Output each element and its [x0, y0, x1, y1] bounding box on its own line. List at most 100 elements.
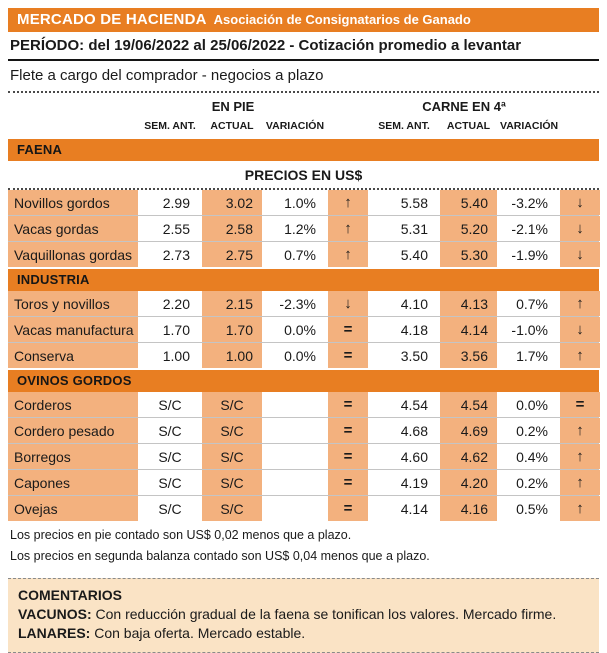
col-header-sem-ant-carne: SEM. ANT.: [378, 120, 430, 132]
footnote-contado-pie: Los precios en pie contado son US$ 0,02 …: [10, 528, 352, 542]
carne-actual-value: 3.56: [440, 343, 497, 368]
footnotes: Los precios en pie contado son US$ 0,02 …: [8, 521, 599, 572]
pie-variacion-value: -2.3%: [265, 291, 325, 316]
carne-variacion-value: -1.9%: [500, 242, 557, 267]
table-row: Borregos S/C S/C = 4.60 4.62 0.4% ↑: [8, 443, 600, 469]
pie-sem-ant-value: S/C: [141, 392, 199, 417]
period-line: PERÍODO: del 19/06/2022 al 25/06/2022 - …: [8, 32, 599, 61]
pie-sem-ant-value: 1.00: [141, 343, 199, 368]
trend-down-icon: ↓: [560, 216, 600, 241]
pie-actual-value: 3.02: [202, 190, 262, 215]
trend-up-icon: ↑: [560, 291, 600, 316]
comment-label: LANARES:: [18, 625, 91, 641]
carne-sem-ant-value: 3.50: [371, 343, 437, 368]
pie-sem-ant-value: S/C: [141, 470, 199, 495]
page-subtitle: Asociación de Consignatarios de Ganado: [213, 12, 471, 27]
pie-variacion-value: 1.2%: [265, 216, 325, 241]
section-bar-industria: INDUSTRIA: [8, 269, 599, 291]
table-row: Vacas manufactura 1.70 1.70 0.0% = 4.18 …: [8, 316, 600, 342]
trend-equal-icon: =: [328, 496, 368, 521]
group-header-row: EN PIE CARNE EN 4ª: [8, 93, 599, 115]
pie-variacion-value: 1.0%: [265, 190, 325, 215]
pie-sem-ant-value: 2.99: [141, 190, 199, 215]
pie-variacion-value: [265, 444, 325, 469]
trend-equal-icon: =: [328, 343, 368, 368]
col-header-sem-ant-pie: SEM. ANT.: [144, 120, 196, 132]
carne-sem-ant-value: 4.14: [371, 496, 437, 521]
comment-vacunos: VACUNOS: Con reducción gradual de la fae…: [18, 605, 589, 624]
carne-sem-ant-value: 5.40: [371, 242, 437, 267]
footnote-segunda-balanza: Los precios en segunda balanza contado s…: [10, 549, 430, 563]
row-label: Cordero pesado: [8, 418, 138, 443]
freight-line: Flete a cargo del comprador - negocios a…: [10, 67, 324, 84]
row-label: Vacas manufactura: [8, 317, 138, 342]
pie-sem-ant-value: 2.73: [141, 242, 199, 267]
carne-variacion-value: 0.0%: [500, 392, 557, 417]
col-header-actual-pie: ACTUAL: [210, 120, 254, 132]
trend-down-icon: ↓: [560, 190, 600, 215]
pie-sem-ant-value: S/C: [141, 418, 199, 443]
trend-up-icon: ↑: [560, 496, 600, 521]
row-label: Vacas gordas: [8, 216, 138, 241]
carne-actual-value: 4.54: [440, 392, 497, 417]
carne-actual-value: 4.62: [440, 444, 497, 469]
carne-sem-ant-value: 5.58: [371, 190, 437, 215]
trend-down-icon: ↓: [560, 242, 600, 267]
section-ovinos-rows: Corderos S/C S/C = 4.54 4.54 0.0% = Cord…: [8, 392, 600, 521]
pie-variacion-value: [265, 496, 325, 521]
col-header-variacion-pie: VARIACIÓN: [265, 120, 325, 132]
row-label: Conserva: [8, 343, 138, 368]
row-label: Corderos: [8, 392, 138, 417]
pie-variacion-value: [265, 470, 325, 495]
carne-variacion-value: 0.7%: [500, 291, 557, 316]
table-row: Corderos S/C S/C = 4.54 4.54 0.0% =: [8, 392, 600, 417]
section-bar-ovinos: OVINOS GORDOS: [8, 370, 599, 392]
trend-equal-icon: =: [328, 392, 368, 417]
carne-sem-ant-value: 4.60: [371, 444, 437, 469]
trend-down-icon: ↓: [560, 317, 600, 342]
prices-currency-note: PRECIOS EN US$: [8, 161, 599, 190]
trend-up-icon: ↑: [328, 242, 368, 267]
column-header-row: SEM. ANT. ACTUAL VARIACIÓN SEM. ANT. ACT…: [8, 115, 599, 137]
table-row: Vaquillonas gordas 2.73 2.75 0.7% ↑ 5.40…: [8, 241, 600, 267]
row-label: Vaquillonas gordas: [8, 242, 138, 267]
carne-variacion-value: 0.2%: [500, 418, 557, 443]
row-label: Novillos gordos: [8, 190, 138, 215]
pie-variacion-value: 0.0%: [265, 317, 325, 342]
carne-variacion-value: -3.2%: [500, 190, 557, 215]
pie-sem-ant-value: S/C: [141, 496, 199, 521]
carne-actual-value: 5.30: [440, 242, 497, 267]
comment-text: Con baja oferta. Mercado estable.: [94, 625, 306, 641]
table-row: Ovejas S/C S/C = 4.14 4.16 0.5% ↑: [8, 495, 600, 521]
carne-variacion-value: 1.7%: [500, 343, 557, 368]
trend-equal-icon: =: [328, 317, 368, 342]
page-title: MERCADO DE HACIENDA: [17, 11, 207, 28]
carne-variacion-value: 0.5%: [500, 496, 557, 521]
pie-actual-value: 2.58: [202, 216, 262, 241]
group-header-carne: CARNE EN 4ª: [422, 99, 506, 114]
pie-actual-value: S/C: [202, 496, 262, 521]
pie-actual-value: 1.00: [202, 343, 262, 368]
carne-sem-ant-value: 4.10: [371, 291, 437, 316]
trend-equal-icon: =: [328, 418, 368, 443]
row-label: Borregos: [8, 444, 138, 469]
row-label: Capones: [8, 470, 138, 495]
dotted-divider: [8, 91, 599, 93]
trend-equal-icon: =: [328, 470, 368, 495]
pie-sem-ant-value: 1.70: [141, 317, 199, 342]
trend-up-icon: ↑: [560, 470, 600, 495]
trend-equal-icon: =: [328, 444, 368, 469]
table-row: Cordero pesado S/C S/C = 4.68 4.69 0.2% …: [8, 417, 600, 443]
carne-variacion-value: -2.1%: [500, 216, 557, 241]
table-row: Conserva 1.00 1.00 0.0% = 3.50 3.56 1.7%…: [8, 342, 600, 368]
section-industria-rows: Toros y novillos 2.20 2.15 -2.3% ↓ 4.10 …: [8, 291, 600, 368]
trend-down-icon: ↓: [328, 291, 368, 316]
comment-text: Con reducción gradual de la faena se ton…: [95, 606, 557, 622]
pie-variacion-value: 0.0%: [265, 343, 325, 368]
carne-sem-ant-value: 4.54: [371, 392, 437, 417]
col-header-actual-carne: ACTUAL: [446, 120, 491, 132]
table-row: Toros y novillos 2.20 2.15 -2.3% ↓ 4.10 …: [8, 291, 600, 316]
carne-variacion-value: 0.4%: [500, 444, 557, 469]
carne-actual-value: 4.14: [440, 317, 497, 342]
